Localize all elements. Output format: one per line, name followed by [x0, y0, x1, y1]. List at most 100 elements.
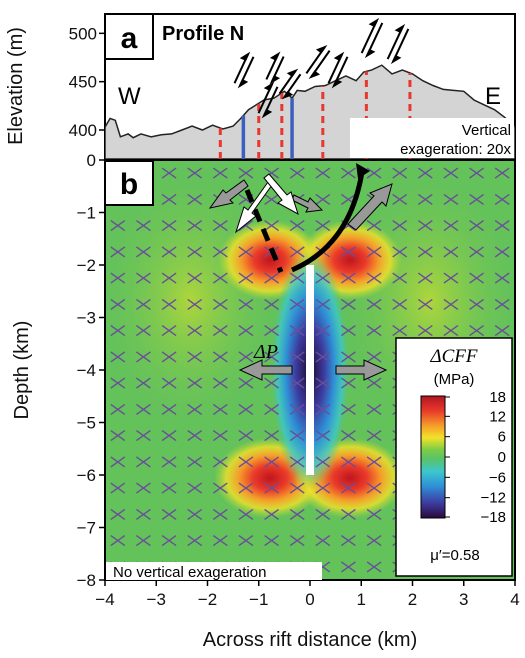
orientation-cross [494, 272, 510, 284]
orientation-cross [443, 246, 459, 258]
colorbar-tick-label: −12 [481, 490, 506, 507]
orientation-cross [135, 508, 151, 520]
orientation-cross [212, 272, 228, 284]
opening-arrow-icon [235, 181, 273, 234]
orientation-cross [494, 325, 510, 337]
orientation-cross [187, 325, 203, 337]
orientation-cross [443, 298, 459, 310]
orientation-cross [238, 351, 254, 363]
orientation-cross [212, 508, 228, 520]
opening-arrow-icon [291, 194, 324, 213]
orientation-cross [289, 403, 305, 415]
fault-offset-arrow-icon [265, 51, 285, 85]
orientation-cross [110, 272, 126, 284]
orientation-cross [135, 246, 151, 258]
fault-offset-arrow-icon [386, 23, 410, 65]
orientation-cross [340, 167, 356, 179]
fault-offset-arrow-icon [305, 45, 331, 79]
orientation-cross [366, 430, 382, 442]
orientation-cross [264, 403, 280, 415]
fault-offset-arrow-icon [327, 51, 349, 89]
orientation-cross [264, 377, 280, 389]
orientation-cross [315, 272, 331, 284]
note-line-2: exageration: 20x [400, 141, 511, 158]
orientation-cross [264, 430, 280, 442]
colorbar-units: (MPa) [434, 371, 475, 388]
orientation-cross [340, 325, 356, 337]
orientation-cross [212, 220, 228, 232]
orientation-cross [289, 167, 305, 179]
orientation-cross [366, 351, 382, 363]
orientation-cross [187, 456, 203, 468]
elevation-tick-label: 450 [69, 73, 97, 92]
orientation-cross [366, 561, 382, 573]
orientation-cross [469, 272, 485, 284]
orientation-cross [315, 377, 331, 389]
orientation-cross [469, 193, 485, 205]
orientation-cross [264, 220, 280, 232]
orientation-cross [469, 220, 485, 232]
orientation-cross [289, 351, 305, 363]
orientation-cross [238, 272, 254, 284]
distance-tick-label: 4 [510, 590, 519, 609]
orientation-cross [340, 430, 356, 442]
orientation-cross [161, 377, 177, 389]
orientation-cross [212, 325, 228, 337]
orientation-cross [417, 220, 433, 232]
orientation-cross [161, 430, 177, 442]
orientation-cross [315, 403, 331, 415]
orientation-cross [187, 535, 203, 547]
orientation-cross [212, 167, 228, 179]
distance-tick-label: −4 [95, 590, 114, 609]
elevation-tick-label: 400 [69, 121, 97, 140]
orientation-cross [494, 298, 510, 310]
orientation-cross [238, 430, 254, 442]
depth-tick-label: −1 [77, 204, 96, 223]
orientation-cross [340, 351, 356, 363]
depth-tick-label: 0 [87, 151, 96, 170]
orientation-cross [289, 272, 305, 284]
friction-label: μ′=0.58 [430, 547, 479, 564]
orientation-cross [392, 325, 408, 337]
colorbar-ramp [420, 395, 446, 519]
orientation-cross [469, 246, 485, 258]
orientation-cross [366, 246, 382, 258]
x-axis-title: Across rift distance (km) [203, 629, 417, 651]
orientation-cross [289, 535, 305, 547]
colorbar-ticks: 18 12 6 0 −6 −12 −18 [445, 389, 506, 526]
orientation-cross [212, 246, 228, 258]
orientation-cross [187, 430, 203, 442]
orientation-cross [417, 298, 433, 310]
orientation-cross [135, 325, 151, 337]
orientation-cross [238, 298, 254, 310]
distance-tick-label: −1 [249, 590, 268, 609]
depth-tick-label: −7 [77, 519, 96, 538]
orientation-cross [161, 298, 177, 310]
orientation-cross [264, 456, 280, 468]
orientation-cross [212, 430, 228, 442]
panel-a-label: a [104, 13, 154, 60]
orientation-cross [366, 482, 382, 494]
panel-b: 0−1−2−3−4−5−6−7−8−4 −3 −2 −1 0 1 2 3 4 ΔP b [11, 151, 520, 651]
depth-tick-label: −3 [77, 309, 96, 328]
orientation-cross [135, 430, 151, 442]
orientation-cross [315, 193, 331, 205]
opening-arrow-icon [208, 179, 249, 209]
orientation-cross [238, 508, 254, 520]
orientation-cross [264, 351, 280, 363]
orientation-cross [212, 456, 228, 468]
orientation-cross [417, 193, 433, 205]
orientation-cross [366, 167, 382, 179]
orientation-cross [340, 508, 356, 520]
orientation-cross [366, 456, 382, 468]
orientation-cross [366, 508, 382, 520]
orientation-cross [264, 193, 280, 205]
pressure-label: ΔP [253, 341, 278, 363]
orientation-cross [340, 298, 356, 310]
orientation-cross [187, 272, 203, 284]
orientation-cross [161, 456, 177, 468]
orientation-cross [110, 351, 126, 363]
orientation-cross [238, 167, 254, 179]
orientation-cross [238, 535, 254, 547]
orientation-cross [187, 220, 203, 232]
